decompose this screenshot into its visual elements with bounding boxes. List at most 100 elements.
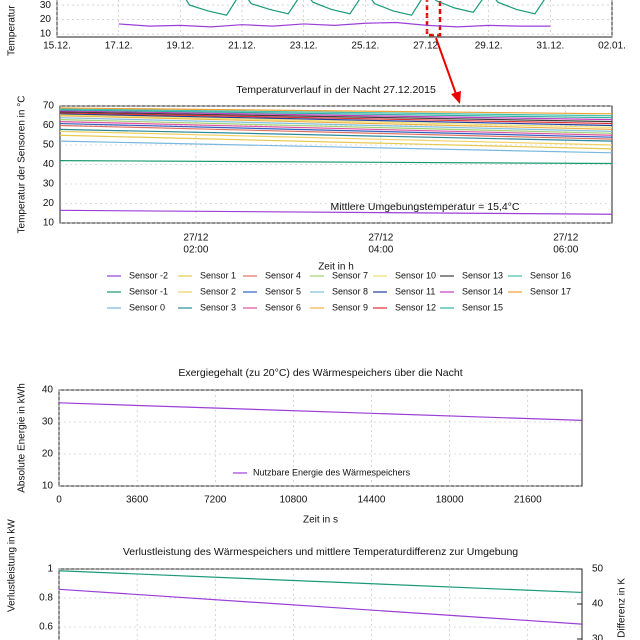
x-tick-date: 27/12 [183,233,208,244]
arrow-head [451,91,461,104]
x-tick-label: 19.12. [166,41,194,52]
y-tick-label: 1 [47,564,53,575]
series-line [59,140,613,154]
legend-label: Sensor 7 [332,270,368,280]
x-tick-label: 3600 [126,495,149,506]
x-tick-label: 02:00 [183,245,208,256]
x-tick-label: 27.12. [413,41,441,52]
y-tick-label: 10 [42,481,54,492]
series-line [59,114,613,129]
x-tick-label: 25.12. [351,41,379,52]
y-tick-label: 10 [43,218,55,229]
series-line [59,122,613,138]
y-tick-label: 60 [43,120,55,131]
legend-label: Sensor 5 [265,286,301,296]
y-tick-label: 40 [42,385,54,396]
legend-label: Sensor 4 [265,270,301,280]
legend-label: Nutzbare Energie des Wärmespeichers [253,467,411,477]
series-line [59,109,613,119]
y-tick-label: 20 [42,449,54,460]
y-tick-label: 20 [43,198,55,209]
legend-label: Sensor 1 [200,270,236,280]
y-tick-label: 10 [40,29,52,40]
legend-label: Sensor 14 [462,286,503,296]
series-line [59,108,613,117]
series-line [58,588,583,625]
legend-label: Sensor 16 [530,270,571,280]
legend-label: Sensor 9 [332,302,368,312]
x-tick-label: 7200 [204,495,227,506]
y2-tick-label: 50 [592,564,604,575]
y-axis-label: Absolute Energie in kWh [17,383,28,493]
plot-frame [56,0,613,38]
x-tick-date: 27/12 [368,233,393,244]
series-line [59,107,613,115]
series-line [59,113,613,127]
series-line [58,402,583,421]
x-tick-label: 15.12. [43,41,71,52]
y2-axis-label: Differenz in K [617,578,628,638]
y-tick-label: 30 [43,179,55,190]
series-line [59,117,613,132]
series-line [59,110,613,121]
legend-label: Sensor 0 [129,302,165,312]
y-tick-label: 30 [40,0,52,11]
x-axis-label: Zeit in s [303,515,338,526]
y-axis-label: Temperatur der Sensoren in °C [17,96,28,234]
series-line [59,121,613,136]
legend-label: Sensor 2 [200,286,236,296]
y-tick-label: 0.6 [39,622,53,633]
series-line [59,119,613,134]
x-axis-label: Zeit in h [318,262,354,273]
x-tick-label: 14400 [358,495,386,506]
series-line [59,160,613,165]
legend-label: Sensor 15 [462,302,503,312]
plot-frame [58,568,583,640]
x-tick-label: 21.12. [228,41,256,52]
x-tick-label: 23.12. [290,41,318,52]
legend-label: Sensor 10 [395,270,436,280]
x-tick-label: 17.12. [105,41,133,52]
x-tick-label: 04:00 [368,245,393,256]
x-tick-label: 0 [56,495,62,506]
y-tick-label: 0.8 [39,593,53,604]
x-tick-date: 27/12 [553,233,578,244]
series-line [59,130,613,146]
legend-label: Sensor 6 [265,302,301,312]
y-tick-label: 40 [43,159,55,170]
chart-title: Verlustleistung des Wärmespeichers und m… [123,546,518,558]
x-tick-label: 10800 [279,495,307,506]
chart-title: Temperaturverlauf in der Nacht 27.12.201… [236,84,436,96]
series-line [185,0,545,16]
chart-title: Exergiegehalt (zu 20°C) des Wärmespeiche… [178,367,462,379]
y-tick-label: 70 [43,101,55,112]
series-line [59,209,613,215]
y2-tick-label: 40 [592,599,604,610]
series-line [58,570,583,594]
series-line [59,115,613,130]
x-tick-label: 21600 [514,495,542,506]
series-line [59,128,613,142]
y2-tick-label: 30 [592,634,604,640]
series-line [118,21,551,28]
y-tick-label: 20 [40,14,52,25]
annotation: Mittlere Umgebungstemperatur = 15,4°C [331,201,520,213]
series-line [59,111,613,123]
y-axis-label: Verlustleistung in kW [7,519,18,612]
arrow [435,37,457,95]
legend-label: Sensor -2 [129,270,168,280]
x-tick-label: 18000 [436,495,464,506]
x-tick-label: 02.01. [598,41,626,52]
legend-label: Sensor 8 [332,286,368,296]
x-tick-label: 31.12. [536,41,564,52]
y-tick-label: 50 [43,140,55,151]
y-axis-label: Temperatur [7,5,18,56]
legend-label: Sensor 11 [395,286,435,296]
legend-label: Sensor 17 [530,286,571,296]
series-line [59,124,613,140]
legend-label: Sensor -1 [129,286,168,296]
series-line [59,112,613,125]
legend-label: Sensor 3 [200,302,236,312]
